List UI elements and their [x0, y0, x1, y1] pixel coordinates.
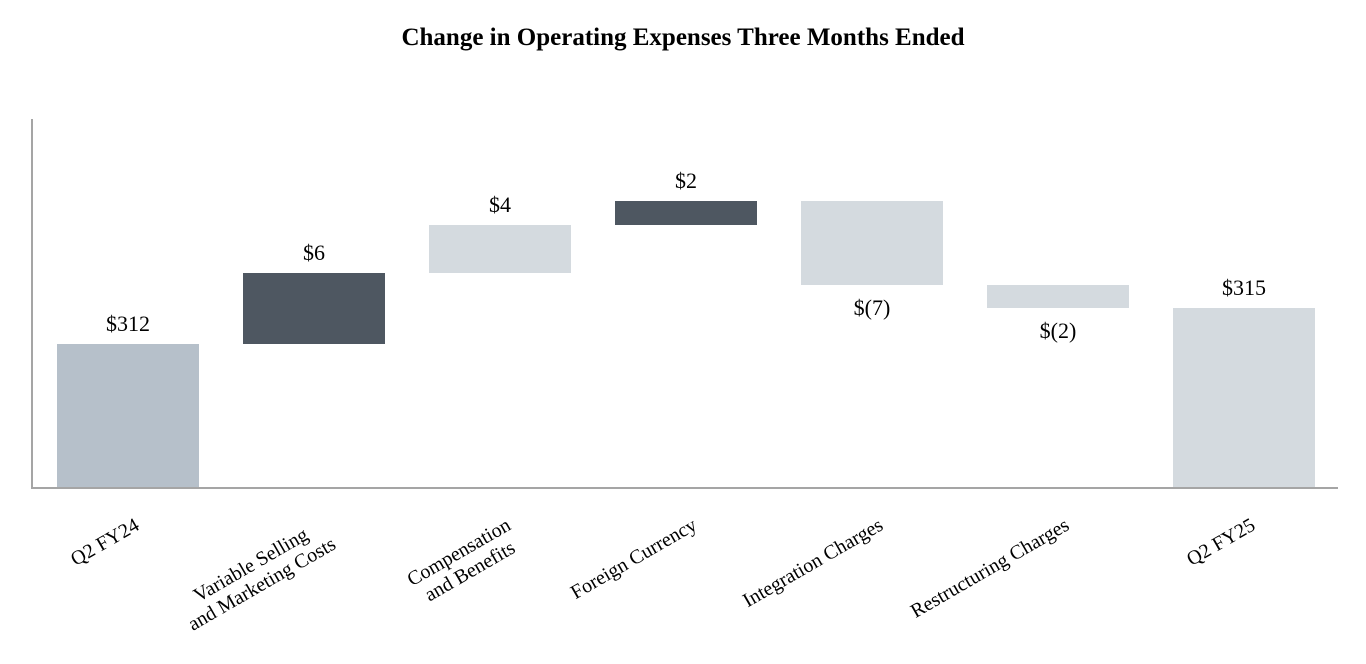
category-label-integration-charges: Integration Charges — [739, 514, 887, 612]
bar-compensation-benefits — [429, 225, 571, 273]
category-label-q2-fy25: Q2 FY25 — [1183, 514, 1259, 571]
category-label-line: Integration Charges — [739, 514, 887, 613]
bar-q2-fy24 — [57, 344, 199, 487]
category-label-line: Restructuring Charges — [906, 514, 1073, 623]
value-label-compensation-benefits: $4 — [489, 192, 511, 218]
category-label-restructuring-charges: Restructuring Charges — [907, 514, 1073, 623]
value-label-foreign-currency: $2 — [675, 168, 697, 194]
y-axis-line — [31, 119, 33, 489]
value-label-integration-charges: $(7) — [853, 294, 891, 320]
category-label-variable-selling-marketing: Variable Selling and Marketing Costs — [174, 514, 341, 636]
category-label-q2-fy24: Q2 FY24 — [67, 514, 143, 571]
category-label-line: Q2 FY24 — [67, 514, 143, 571]
bar-variable-selling-marketing — [243, 272, 385, 345]
value-label-q2-fy24: $312 — [106, 311, 150, 337]
value-label-variable-selling-marketing: $6 — [303, 239, 325, 265]
bar-integration-charges — [801, 201, 943, 285]
category-label-line: Foreign Currency — [567, 514, 701, 604]
bar-restructuring-charges — [987, 284, 1129, 309]
category-label-line: Q2 FY25 — [1183, 514, 1259, 571]
value-label-restructuring-charges: $(2) — [1039, 318, 1077, 344]
category-label-compensation-benefits: Compensation and Benefits — [404, 514, 526, 611]
value-label-q2-fy25: $315 — [1222, 275, 1266, 301]
bar-q2-fy25 — [1173, 308, 1315, 487]
category-label-foreign-currency: Foreign Currency — [567, 514, 701, 604]
bar-foreign-currency — [615, 201, 757, 226]
x-axis-line — [31, 487, 1338, 489]
chart-title: Change in Operating Expenses Three Month… — [401, 24, 965, 51]
